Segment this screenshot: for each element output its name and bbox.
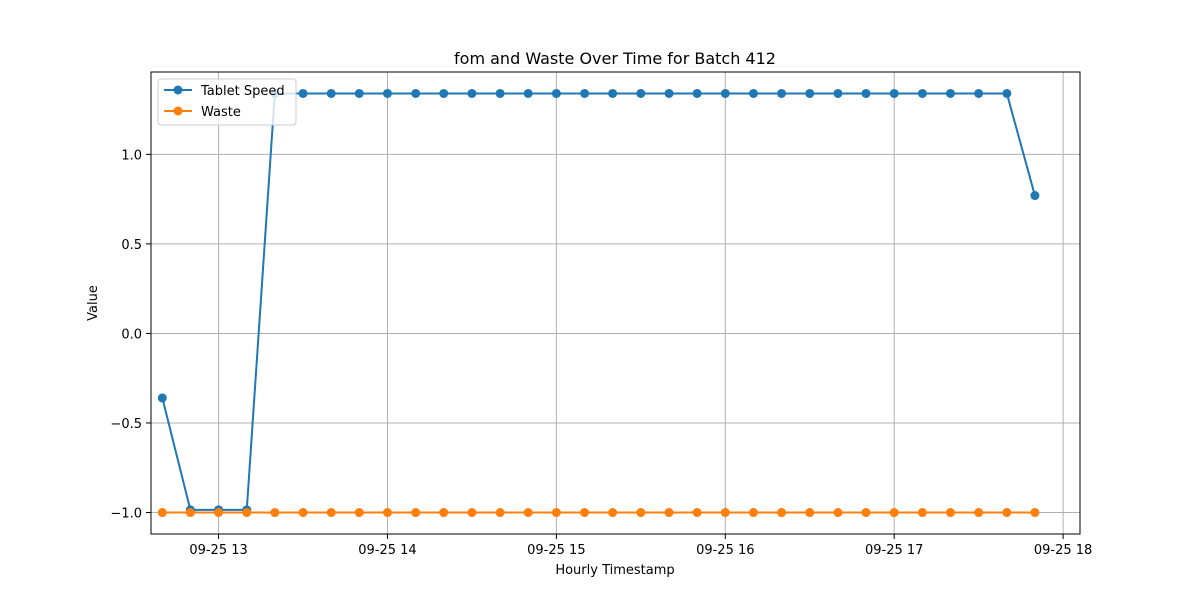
y-tick-label: 0.0	[121, 327, 142, 342]
data-point-tablet-speed	[1002, 88, 1012, 98]
series-waste	[157, 508, 1040, 518]
data-point-waste	[636, 508, 646, 518]
data-point-waste	[1002, 508, 1012, 518]
data-point-tablet-speed	[411, 88, 421, 98]
x-tick-label: 09-25 13	[189, 543, 247, 558]
data-point-waste	[495, 508, 505, 518]
legend: Tablet Speed Waste	[157, 78, 297, 126]
data-point-waste	[298, 508, 308, 518]
plot-area-frame	[150, 71, 1081, 535]
data-point-waste	[917, 508, 927, 518]
data-point-waste	[185, 508, 195, 518]
series-layer	[157, 88, 1040, 518]
data-point-waste	[720, 508, 730, 518]
data-point-tablet-speed	[157, 393, 167, 403]
series-tablet-speed	[157, 88, 1040, 515]
data-point-tablet-speed	[523, 88, 533, 98]
data-point-waste	[523, 508, 533, 518]
data-point-tablet-speed	[777, 88, 787, 98]
legend-label-waste: Waste	[201, 105, 241, 120]
data-point-waste	[354, 508, 364, 518]
data-point-waste	[889, 508, 899, 518]
data-point-tablet-speed	[326, 88, 336, 98]
data-point-waste	[242, 508, 252, 518]
data-point-waste	[692, 508, 702, 518]
data-point-tablet-speed	[805, 88, 815, 98]
grid	[151, 72, 1080, 534]
data-point-tablet-speed	[974, 88, 984, 98]
series-line-tablet-speed	[161, 92, 1036, 511]
data-point-tablet-speed	[551, 88, 561, 98]
x-tick-label: 09-25 16	[696, 543, 754, 558]
data-point-tablet-speed	[580, 88, 590, 98]
data-point-waste	[833, 508, 843, 518]
data-point-tablet-speed	[382, 88, 392, 98]
axis-ticks: 09-25 13 09-25 14 09-25 15 09-25 16 09-25 17…	[110, 148, 1092, 558]
data-point-tablet-speed	[298, 88, 308, 98]
x-tick-label: 09-25 15	[527, 543, 585, 558]
data-point-tablet-speed	[833, 88, 843, 98]
data-point-waste	[1030, 508, 1040, 518]
data-point-waste	[214, 508, 224, 518]
data-point-waste	[580, 508, 590, 518]
data-point-waste	[777, 508, 787, 518]
data-point-tablet-speed	[720, 88, 730, 98]
data-point-waste	[411, 508, 421, 518]
y-tick-label: 1.0	[121, 148, 142, 163]
legend-swatch-marker-waste	[173, 106, 183, 116]
legend-swatch-marker-tablet-speed	[173, 85, 183, 95]
chart-title: fom and Waste Over Time for Batch 412	[454, 49, 776, 68]
legend-box	[157, 78, 297, 126]
data-point-tablet-speed	[354, 88, 364, 98]
data-point-waste	[551, 508, 561, 518]
data-point-tablet-speed	[608, 88, 618, 98]
data-point-waste	[861, 508, 871, 518]
data-point-waste	[382, 508, 392, 518]
data-point-tablet-speed	[889, 88, 899, 98]
data-point-waste	[326, 508, 336, 518]
data-point-tablet-speed	[636, 88, 646, 98]
data-point-tablet-speed	[748, 88, 758, 98]
data-point-waste	[748, 508, 758, 518]
data-point-waste	[467, 508, 477, 518]
data-point-waste	[974, 508, 984, 518]
y-tick-label: −1.0	[110, 507, 142, 522]
data-point-waste	[439, 508, 449, 518]
y-tick-label: −0.5	[110, 417, 142, 432]
data-point-tablet-speed	[692, 88, 702, 98]
legend-label-tablet-speed: Tablet Speed	[200, 84, 285, 99]
data-point-waste	[270, 508, 280, 518]
data-point-waste	[608, 508, 618, 518]
data-point-tablet-speed	[439, 88, 449, 98]
data-point-waste	[805, 508, 815, 518]
data-point-tablet-speed	[664, 88, 674, 98]
data-point-tablet-speed	[917, 88, 927, 98]
x-axis-label: Hourly Timestamp	[555, 563, 674, 578]
data-point-waste	[664, 508, 674, 518]
data-point-tablet-speed	[495, 88, 505, 98]
data-point-tablet-speed	[861, 88, 871, 98]
data-point-tablet-speed	[945, 88, 955, 98]
data-point-tablet-speed	[467, 88, 477, 98]
x-tick-label: 09-25 14	[358, 543, 416, 558]
y-tick-label: 0.5	[121, 238, 142, 253]
x-tick-label: 09-25 17	[865, 543, 923, 558]
y-axis-label: Value	[86, 285, 101, 321]
data-point-waste	[157, 508, 167, 518]
data-point-waste	[945, 508, 955, 518]
data-point-tablet-speed	[1030, 191, 1040, 201]
x-tick-label: 09-25 18	[1034, 543, 1092, 558]
